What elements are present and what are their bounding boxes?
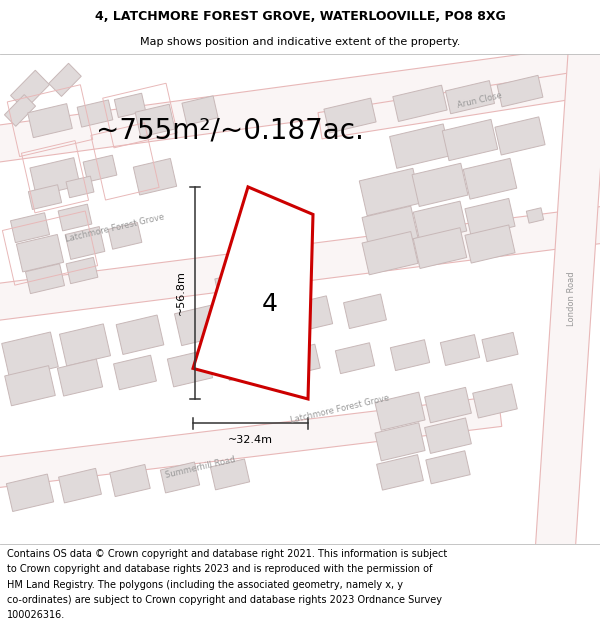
Polygon shape: [362, 231, 418, 275]
Polygon shape: [324, 98, 376, 133]
Polygon shape: [465, 198, 515, 237]
Polygon shape: [4, 94, 35, 126]
Polygon shape: [66, 176, 94, 198]
Polygon shape: [377, 454, 424, 490]
Polygon shape: [412, 163, 468, 206]
Polygon shape: [160, 462, 200, 493]
Polygon shape: [25, 264, 65, 294]
Polygon shape: [16, 234, 64, 272]
Polygon shape: [11, 70, 49, 110]
Polygon shape: [413, 201, 467, 242]
Polygon shape: [215, 271, 255, 307]
Polygon shape: [362, 206, 418, 249]
Polygon shape: [359, 168, 421, 216]
Polygon shape: [318, 67, 600, 139]
Polygon shape: [77, 100, 113, 127]
Polygon shape: [10, 213, 50, 243]
Polygon shape: [211, 459, 250, 490]
Polygon shape: [0, 204, 600, 322]
Polygon shape: [426, 451, 470, 484]
Polygon shape: [116, 315, 164, 354]
Polygon shape: [375, 392, 425, 430]
Polygon shape: [413, 228, 467, 269]
Polygon shape: [2, 332, 58, 378]
Polygon shape: [59, 324, 110, 366]
Polygon shape: [49, 63, 81, 96]
Text: HM Land Registry. The polygons (including the associated geometry, namely x, y: HM Land Registry. The polygons (includin…: [7, 579, 403, 589]
Polygon shape: [5, 366, 55, 406]
Text: ~32.4m: ~32.4m: [228, 435, 273, 445]
Polygon shape: [465, 225, 515, 263]
Text: co-ordinates) are subject to Crown copyright and database rights 2023 Ordnance S: co-ordinates) are subject to Crown copyr…: [7, 594, 442, 604]
Polygon shape: [66, 258, 98, 284]
Polygon shape: [113, 355, 157, 390]
Text: to Crown copyright and database rights 2023 and is reproduced with the permissio: to Crown copyright and database rights 2…: [7, 564, 433, 574]
Polygon shape: [393, 85, 447, 121]
Polygon shape: [59, 468, 101, 503]
Polygon shape: [58, 359, 103, 396]
Polygon shape: [135, 104, 175, 137]
Polygon shape: [440, 334, 479, 366]
Polygon shape: [495, 117, 545, 155]
Polygon shape: [425, 418, 472, 453]
Polygon shape: [65, 226, 105, 259]
Polygon shape: [442, 119, 498, 161]
Polygon shape: [375, 422, 425, 461]
Polygon shape: [231, 300, 279, 339]
Polygon shape: [224, 346, 266, 381]
Polygon shape: [175, 304, 226, 346]
Polygon shape: [535, 22, 600, 556]
Polygon shape: [7, 474, 53, 511]
Text: Latchmore Forest Grove: Latchmore Forest Grove: [65, 212, 166, 244]
Polygon shape: [287, 296, 332, 333]
Polygon shape: [473, 384, 517, 418]
Polygon shape: [344, 294, 386, 329]
Polygon shape: [28, 104, 72, 138]
Polygon shape: [83, 155, 117, 182]
Polygon shape: [28, 185, 62, 209]
Polygon shape: [167, 350, 212, 387]
Polygon shape: [463, 158, 517, 199]
Text: Latchmore Forest Grove: Latchmore Forest Grove: [290, 393, 391, 425]
Polygon shape: [389, 124, 451, 168]
Polygon shape: [0, 41, 600, 164]
Text: Contains OS data © Crown copyright and database right 2021. This information is : Contains OS data © Crown copyright and d…: [7, 549, 448, 559]
Text: London Road: London Road: [568, 272, 577, 326]
Polygon shape: [0, 396, 502, 489]
Text: Summerhill Road: Summerhill Road: [164, 455, 236, 480]
Text: Arun Close: Arun Close: [457, 91, 503, 110]
Polygon shape: [133, 159, 176, 195]
Polygon shape: [115, 93, 146, 118]
Polygon shape: [58, 204, 92, 231]
Polygon shape: [335, 342, 374, 374]
Polygon shape: [30, 158, 80, 196]
Text: 100026316.: 100026316.: [7, 609, 65, 619]
Polygon shape: [445, 81, 494, 114]
Polygon shape: [425, 388, 472, 423]
Polygon shape: [280, 344, 320, 376]
Polygon shape: [209, 306, 241, 334]
Text: 4: 4: [262, 292, 278, 316]
Text: ~755m²/~0.187ac.: ~755m²/~0.187ac.: [96, 117, 364, 145]
Polygon shape: [482, 332, 518, 362]
Polygon shape: [193, 187, 313, 399]
Polygon shape: [110, 464, 150, 497]
Text: ~56.8m: ~56.8m: [176, 271, 186, 316]
Polygon shape: [108, 222, 142, 249]
Polygon shape: [391, 340, 430, 371]
Polygon shape: [526, 208, 544, 223]
Text: 4, LATCHMORE FOREST GROVE, WATERLOOVILLE, PO8 8XG: 4, LATCHMORE FOREST GROVE, WATERLOOVILLE…: [95, 10, 505, 22]
Text: Map shows position and indicative extent of the property.: Map shows position and indicative extent…: [140, 38, 460, 48]
Polygon shape: [497, 76, 543, 107]
Polygon shape: [182, 96, 218, 125]
